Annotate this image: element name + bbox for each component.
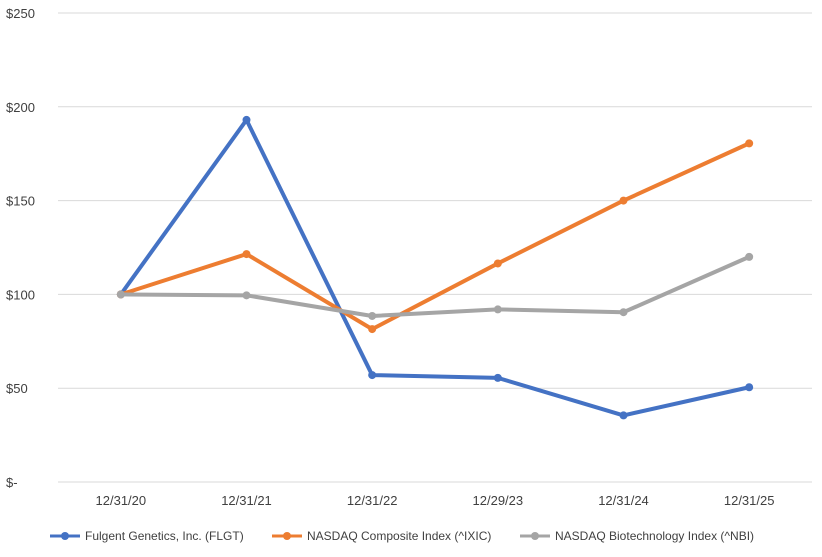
x-tick-label: 12/29/23 xyxy=(473,493,524,508)
x-tick-label: 12/31/20 xyxy=(96,493,147,508)
x-tick-label: 12/31/22 xyxy=(347,493,398,508)
data-point xyxy=(493,305,502,314)
x-tick-label: 12/31/24 xyxy=(598,493,649,508)
y-tick-label: $- xyxy=(6,475,18,490)
data-point xyxy=(242,291,251,300)
x-tick-label: 12/31/25 xyxy=(724,493,775,508)
data-point xyxy=(368,311,377,320)
y-tick-label: $100 xyxy=(6,287,35,302)
x-tick-label: 12/31/21 xyxy=(221,493,272,508)
legend-label: Fulgent Genetics, Inc. (FLGT) xyxy=(85,529,244,543)
series-line xyxy=(118,254,752,318)
y-tick-label: $150 xyxy=(6,194,35,209)
series-line xyxy=(118,117,752,418)
data-point xyxy=(368,325,377,334)
y-tick-label: $200 xyxy=(6,100,35,115)
legend-item: NASDAQ Biotechnology Index (^NBI) xyxy=(520,529,754,543)
legend-swatch-marker xyxy=(531,532,539,540)
data-point xyxy=(493,259,502,268)
legend-swatch-marker xyxy=(61,532,69,540)
data-point xyxy=(242,115,251,124)
data-point xyxy=(493,373,502,382)
data-point xyxy=(619,196,628,205)
legend: Fulgent Genetics, Inc. (FLGT) NASDAQ Comp… xyxy=(50,529,754,543)
legend-item: Fulgent Genetics, Inc. (FLGT) xyxy=(50,529,244,543)
data-point xyxy=(619,411,628,420)
legend-item: NASDAQ Composite Index (^IXIC) xyxy=(272,529,491,543)
y-axis: $- $50 $100 $150 $200 $250 xyxy=(6,6,35,490)
series-3 xyxy=(116,252,754,320)
y-tick-label: $250 xyxy=(6,6,35,21)
gridlines xyxy=(58,12,812,483)
series-1 xyxy=(116,115,754,420)
legend-swatch-marker xyxy=(283,532,291,540)
data-point xyxy=(619,308,628,317)
y-tick-label: $50 xyxy=(6,381,28,396)
data-point xyxy=(368,371,377,380)
data-point xyxy=(242,250,251,259)
data-point xyxy=(116,290,125,299)
data-point xyxy=(745,383,754,392)
data-point xyxy=(745,139,754,148)
series-lines xyxy=(116,115,754,420)
x-axis: 12/31/20 12/31/21 12/31/22 12/29/23 12/31/24… xyxy=(96,493,775,508)
data-point xyxy=(745,252,754,261)
legend-label: NASDAQ Biotechnology Index (^NBI) xyxy=(555,529,754,543)
legend-label: NASDAQ Composite Index (^IXIC) xyxy=(307,529,491,543)
series-line xyxy=(118,141,752,332)
